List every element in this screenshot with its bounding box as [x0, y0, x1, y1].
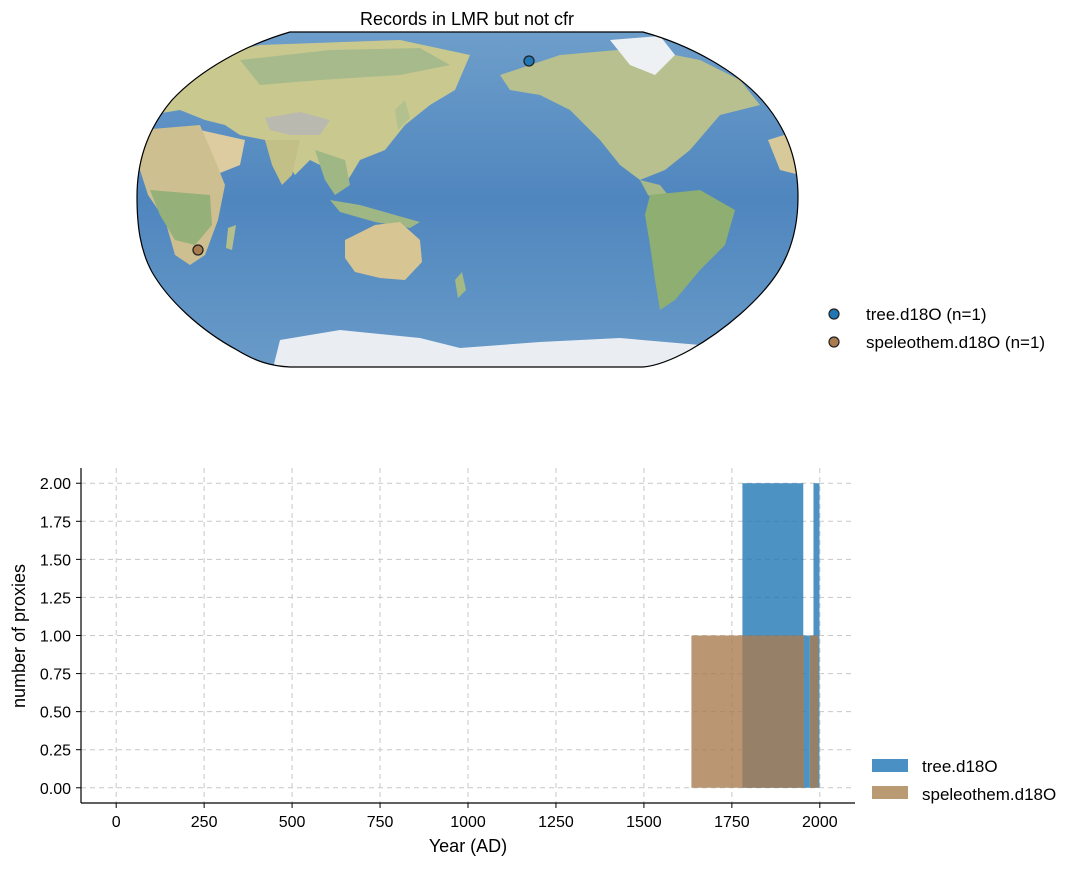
x-tick-label: 1000 [450, 814, 486, 831]
y-tick-label: 1.25 [40, 590, 71, 607]
x-tick-label: 1750 [714, 814, 750, 831]
y-tick-label: 0.50 [40, 705, 71, 722]
land-antarctica [270, 330, 700, 367]
land-india [265, 140, 300, 185]
x-tick-label: 750 [367, 814, 394, 831]
map-legend: tree.d18O (n=1) speleothem.d18O (n=1) [828, 305, 1045, 352]
land-asia [150, 40, 470, 185]
x-tick-label: 500 [279, 814, 306, 831]
x-tick-label: 2000 [802, 814, 838, 831]
speleothem-d18o-bar [691, 635, 804, 788]
map-legend-marker-speleothem [828, 336, 840, 348]
histogram-legend: tree.d18O speleothem.d18O [872, 757, 1056, 804]
y-tick-label: 0.00 [40, 781, 71, 798]
y-tick-label: 0.25 [40, 743, 71, 760]
tree-d18o-map-point [523, 55, 535, 67]
land-himalaya [265, 112, 330, 135]
y-axis-label: number of proxies [9, 564, 29, 708]
map-legend-marker-tree [828, 308, 840, 320]
x-axis-label: Year (AD) [429, 836, 507, 856]
y-tick-label: 1.75 [40, 514, 71, 531]
land-indonesia [330, 200, 420, 228]
land-seasia [315, 150, 350, 195]
grid-lines [81, 468, 855, 803]
map-legend-label-speleothem: speleothem.d18O (n=1) [866, 333, 1045, 352]
x-tick-label: 250 [191, 814, 218, 831]
y-tick-label: 1.50 [40, 552, 71, 569]
map-outline [136, 31, 799, 368]
speleothem-d18o-bar [809, 635, 819, 788]
land-japan [395, 100, 410, 130]
map-points [192, 55, 535, 256]
land-siberia [240, 48, 450, 85]
land-north-america [500, 48, 760, 180]
x-tick-label: 1500 [626, 814, 662, 831]
x-tick-label: 0 [112, 814, 121, 831]
land-australia [345, 222, 422, 280]
hist-legend-label-speleothem: speleothem.d18O [922, 785, 1056, 804]
x-ticks: 0 250 500 750 1000 1250 1500 1750 2000 [112, 803, 838, 831]
histogram-plot: 0 250 500 750 1000 1250 1500 1750 2000 0.000.250… [9, 468, 855, 856]
y-tick-label: 1.00 [40, 629, 71, 646]
histogram-bars [691, 483, 820, 788]
world-map [137, 32, 798, 367]
tree-d18o-bar [803, 635, 810, 788]
land-south-america [645, 190, 735, 310]
land-greenland [610, 36, 675, 75]
land-nz [455, 272, 466, 298]
hist-legend-swatch-speleothem [872, 786, 908, 799]
y-tick-label: 2.00 [40, 476, 71, 493]
y-ticks: 0.00 0.25 0.50 0.75 1.00 1.25 1.50 1.75 2.00 [40, 476, 81, 798]
hist-legend-label-tree: tree.d18O [922, 757, 998, 776]
x-tick-label: 1250 [538, 814, 574, 831]
land-madagascar [226, 225, 236, 250]
land-africa-green [150, 190, 212, 245]
map-title: Records in LMR but not cfr [360, 9, 574, 29]
hist-legend-swatch-tree [872, 759, 908, 772]
map-legend-label-tree: tree.d18O (n=1) [866, 305, 987, 324]
speleothem-d18o-map-point [192, 244, 204, 256]
y-tick-label: 0.75 [40, 667, 71, 684]
